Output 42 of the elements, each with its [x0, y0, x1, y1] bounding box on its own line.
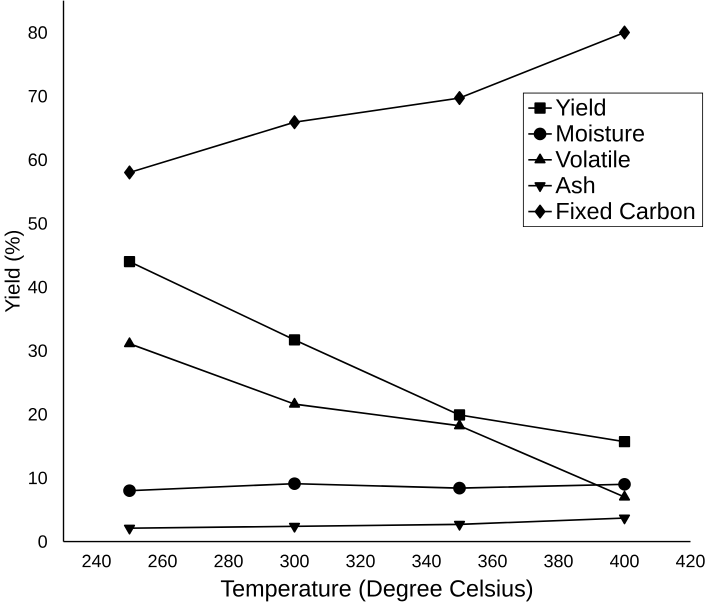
legend-label: Moisture [557, 124, 644, 142]
legend-label: Ash [555, 176, 594, 194]
x-tick-label: 280 [214, 554, 243, 568]
point [124, 256, 136, 268]
point [288, 477, 301, 490]
x-tick-label: 260 [148, 554, 177, 568]
x-tick-label: 340 [412, 554, 441, 568]
legend-label: Fixed Carbon [557, 202, 694, 220]
y-tick-label: 20 [28, 408, 47, 421]
y-tick-label: 70 [28, 90, 47, 102]
x-tick-label: 240 [82, 554, 111, 568]
point [124, 166, 135, 180]
point [618, 436, 630, 448]
point [288, 522, 300, 533]
point [124, 524, 136, 535]
x-tick-label: 420 [676, 554, 705, 568]
point [453, 482, 466, 494]
x-tick-label: 380 [544, 554, 573, 568]
y-tick-label: 30 [28, 344, 47, 358]
legend-label: Volatile [555, 150, 630, 168]
y-tick-label: 10 [29, 472, 47, 484]
y-axis-title: Yield (%) [4, 231, 24, 312]
y-tick-label: 60 [28, 153, 47, 166]
x-tick-label: 360 [478, 554, 507, 568]
point [454, 409, 466, 421]
point [618, 478, 631, 491]
point [289, 115, 300, 130]
y-tick-label: 40 [28, 280, 47, 294]
point [288, 334, 300, 346]
y-tick-label: 0 [38, 535, 47, 548]
y-tick-label: 50 [28, 217, 47, 230]
legend-label: Yield [556, 98, 605, 116]
point [123, 484, 136, 498]
x-tick-label: 400 [610, 554, 639, 568]
point [454, 91, 465, 106]
x-tick-label: 300 [280, 554, 309, 568]
point [618, 514, 630, 524]
point [454, 520, 466, 531]
x-tick-label: 320 [346, 554, 375, 568]
y-tick-label: 80 [28, 26, 47, 39]
point [619, 26, 630, 40]
x-axis-title: Temperature (Degree Celsius) [220, 580, 532, 602]
